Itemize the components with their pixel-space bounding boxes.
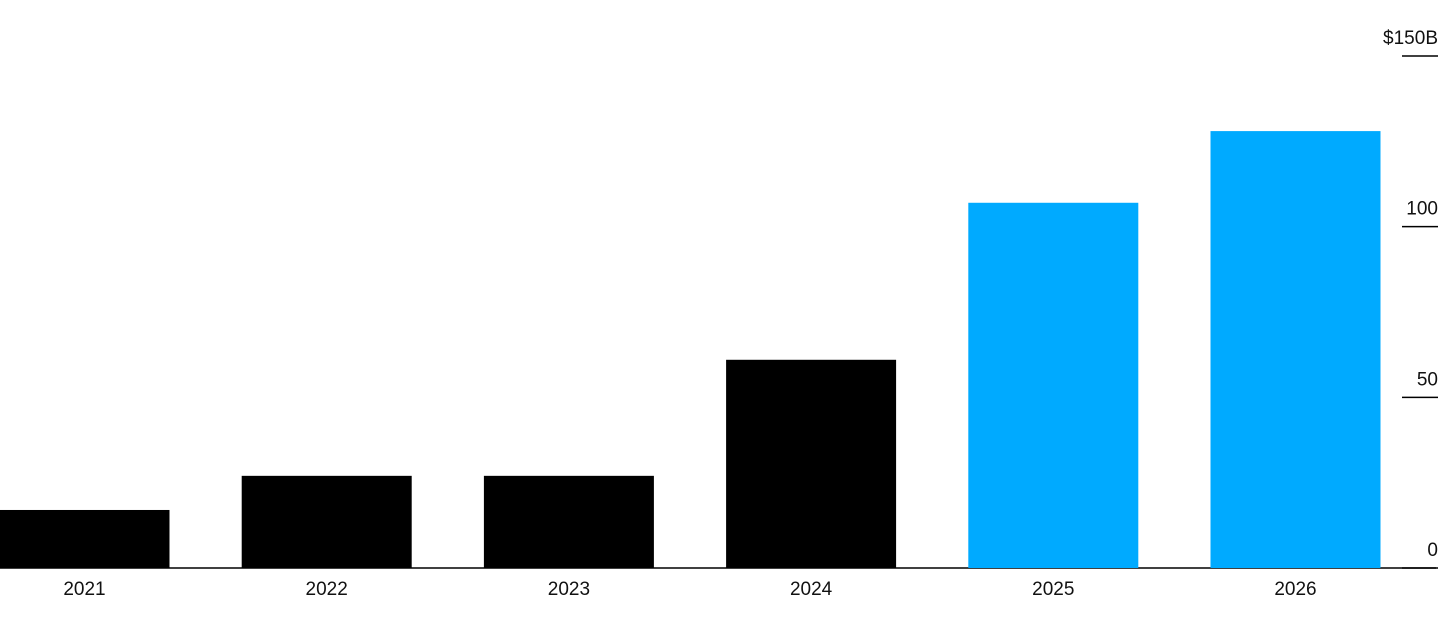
bar [241,475,412,568]
bar [1210,131,1381,569]
x-tick-label: 2024 [790,579,833,600]
bar [968,202,1139,569]
bar [483,475,654,568]
x-tick-label: 2021 [63,579,105,600]
x-tick-label: 2026 [1274,579,1316,600]
x-tick-label: 2022 [306,579,348,600]
y-tick-label: 0 [1427,540,1438,561]
y-tick-label: 100 [1406,199,1438,220]
y-tick-label: $150B [1383,28,1438,49]
y-tick-label: 50 [1417,369,1438,390]
bar [0,509,170,568]
bar [726,359,897,568]
x-tick-label: 2025 [1032,579,1074,600]
x-tick-label: 2023 [548,579,590,600]
